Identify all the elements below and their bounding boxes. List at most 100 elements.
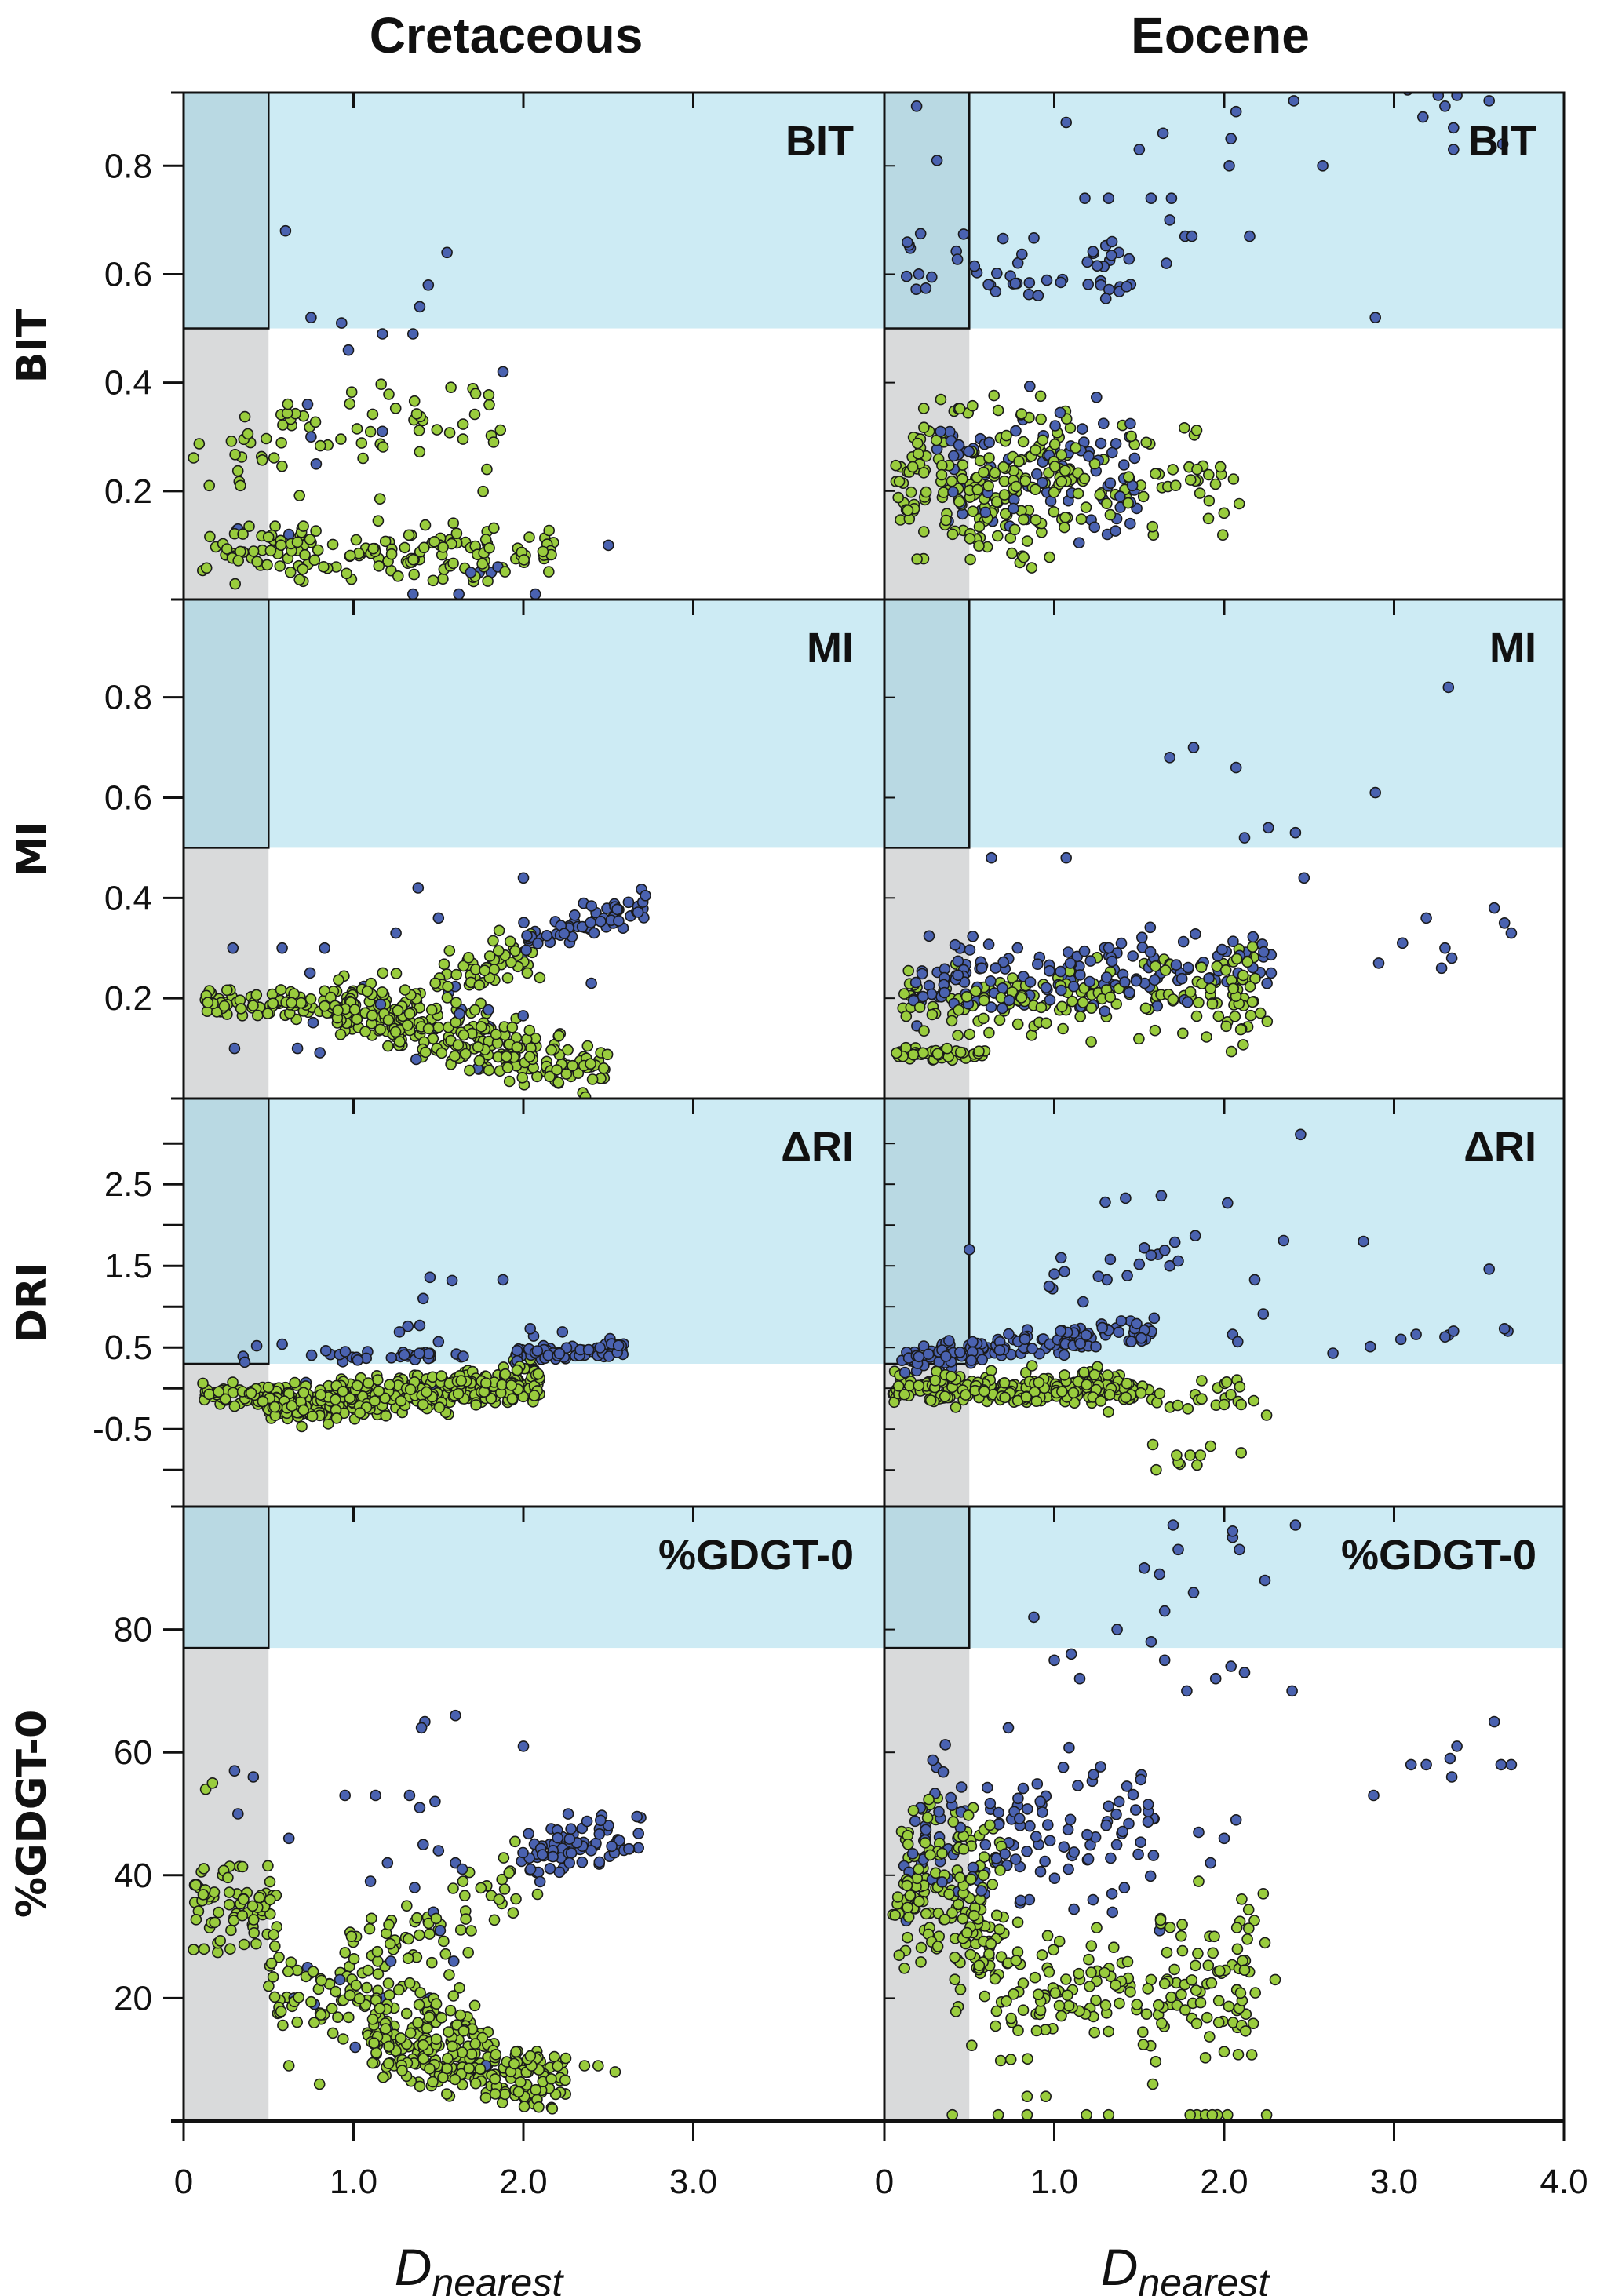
data-point-green <box>911 553 923 565</box>
threshold-region <box>184 93 884 329</box>
data-point-green <box>443 2026 454 2038</box>
data-point-green <box>973 1045 985 1057</box>
overlap-region <box>884 1507 971 1649</box>
data-point-blue <box>1295 1128 1307 1141</box>
data-point-green <box>920 1908 932 1920</box>
data-point-green <box>1176 1944 1189 1957</box>
threshold-region <box>884 1507 1564 1649</box>
data-point-green <box>510 1893 522 1905</box>
data-point-blue <box>335 317 348 329</box>
data-point-green <box>1205 1977 1218 1989</box>
data-point-green <box>430 2033 443 2045</box>
data-point-blue <box>547 1850 559 1863</box>
data-point-green <box>229 578 242 590</box>
data-point-green <box>938 487 950 498</box>
data-point-green <box>1182 1403 1194 1415</box>
data-point-blue <box>1420 912 1432 924</box>
data-point-green <box>983 1026 995 1039</box>
data-point-green <box>437 541 449 553</box>
data-point-green <box>364 425 377 438</box>
data-point-green <box>372 515 385 527</box>
data-point-blue <box>1172 1255 1184 1267</box>
data-point-green <box>1059 512 1071 523</box>
data-point-green <box>337 2033 349 2045</box>
data-point-green <box>1074 1011 1086 1022</box>
data-point-blue <box>276 942 288 954</box>
data-point-green <box>487 935 499 947</box>
data-point-blue <box>1483 1263 1495 1275</box>
data-point-green <box>392 1984 405 1996</box>
data-point-green <box>979 1385 990 1398</box>
data-point-green <box>1006 547 1018 559</box>
data-point-blue <box>552 1831 564 1844</box>
data-point-blue <box>1448 1325 1460 1337</box>
data-point-green <box>286 997 297 1009</box>
panel-content <box>884 600 1564 1099</box>
data-point-green <box>1154 1914 1167 1926</box>
data-point-blue <box>1022 288 1035 301</box>
data-point-green <box>243 520 255 533</box>
threshold-region <box>884 600 1564 848</box>
data-points <box>188 1709 647 2115</box>
data-point-green <box>277 419 289 431</box>
data-point-blue <box>1073 1672 1086 1685</box>
data-point-blue <box>1439 100 1451 112</box>
data-point-green <box>313 2078 326 2090</box>
data-point-blue <box>1261 977 1273 989</box>
data-point-green <box>1254 1007 1267 1019</box>
data-point-blue <box>339 1346 352 1358</box>
data-point-green <box>308 554 321 567</box>
data-point-green <box>545 1044 557 1056</box>
data-point-green <box>414 2080 426 2093</box>
data-point-green <box>1034 390 1047 403</box>
data-point-green <box>511 1041 523 1053</box>
data-point-green <box>498 1852 510 1864</box>
data-point-blue <box>403 1789 416 1802</box>
data-point-green <box>1072 487 1084 500</box>
data-point-green <box>1088 2026 1100 2039</box>
data-point-green <box>342 2011 355 2024</box>
data-point-green <box>326 538 339 551</box>
y-tick-label: 80 <box>114 1611 152 1649</box>
data-point-blue <box>920 1824 932 1836</box>
data-point-blue <box>1055 965 1066 978</box>
data-point-blue <box>429 1795 441 1808</box>
data-point-blue <box>1225 1660 1237 1672</box>
data-point-green <box>250 989 263 1001</box>
data-point-green <box>907 1048 920 1061</box>
data-point-blue <box>1205 1857 1216 1869</box>
data-point-green <box>228 1400 241 1412</box>
data-point-blue <box>1230 761 1242 774</box>
data-point-green <box>384 1379 395 1390</box>
data-point-blue <box>1142 1799 1154 1810</box>
data-point-blue <box>1084 955 1096 967</box>
data-point-green <box>457 418 469 430</box>
data-point-green <box>436 1047 448 1059</box>
data-point-green <box>902 1931 913 1944</box>
data-point-blue <box>227 942 239 954</box>
data-point-green <box>1158 1977 1171 1990</box>
data-point-blue <box>497 366 509 378</box>
data-point-green <box>509 1835 521 1848</box>
data-point-blue <box>1128 452 1141 465</box>
data-point-green <box>929 1375 941 1387</box>
data-point-blue <box>1131 1317 1143 1330</box>
data-point-blue <box>402 1320 414 1332</box>
data-points <box>891 681 1518 1066</box>
data-point-green <box>947 1816 959 1828</box>
x-axis-label-main: D <box>395 2238 432 2296</box>
data-point-green <box>994 1864 1006 1876</box>
data-point-blue <box>914 228 927 240</box>
data-point-blue <box>483 1004 494 1016</box>
data-point-green <box>483 388 495 401</box>
data-point-blue <box>517 872 530 884</box>
data-point-blue <box>1364 1340 1376 1353</box>
data-point-blue <box>963 445 975 457</box>
data-point-blue <box>1190 928 1201 940</box>
data-point-green <box>984 1819 996 1831</box>
data-point-green <box>1227 982 1239 995</box>
data-point-green <box>440 2088 453 2100</box>
data-point-blue <box>957 228 970 240</box>
data-point-blue <box>945 1791 957 1804</box>
data-point-green <box>1149 1024 1161 1037</box>
